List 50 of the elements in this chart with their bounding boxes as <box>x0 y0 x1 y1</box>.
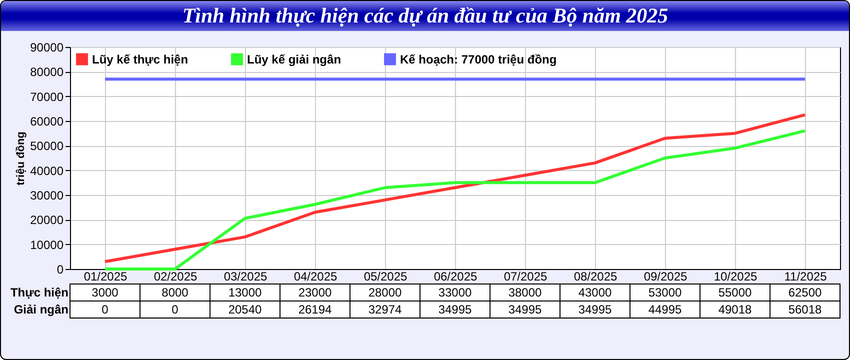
y-tick-label: 40000 <box>30 164 64 178</box>
data-label: 32974 <box>368 302 402 316</box>
x-tick-label: 05/2025 <box>364 270 408 284</box>
x-tick-label: 02/2025 <box>154 270 198 284</box>
y-tick-label: 70000 <box>30 90 64 104</box>
data-label: 13000 <box>228 286 262 300</box>
data-label: 34995 <box>508 302 542 316</box>
data-label: 28000 <box>368 286 402 300</box>
data-label: 56018 <box>788 302 822 316</box>
y-tick-label: 90000 <box>30 40 64 54</box>
x-tick-label: 09/2025 <box>644 270 688 284</box>
data-label: 38000 <box>508 286 542 300</box>
x-tick-label: 03/2025 <box>224 270 268 284</box>
data-label: 34995 <box>578 302 612 316</box>
data-label: 55000 <box>718 286 752 300</box>
x-tick-label: 10/2025 <box>714 270 758 284</box>
y-tick-label: 60000 <box>30 114 64 128</box>
data-label: 62500 <box>788 286 822 300</box>
data-label: 0 <box>172 302 179 316</box>
legend-label: Lũy kế thực hiện <box>92 52 188 66</box>
y-tick-label: 20000 <box>30 213 64 228</box>
y-axis-title: triệu đồng <box>15 132 28 186</box>
legend-label: Lũy kế giải ngân <box>247 52 342 66</box>
x-tick-label: 07/2025 <box>504 270 548 284</box>
y-tick-label: 10000 <box>30 238 64 252</box>
data-label: 43000 <box>578 286 612 300</box>
data-label: 20540 <box>228 302 262 316</box>
data-label: 23000 <box>298 286 332 300</box>
x-tick-label: 08/2025 <box>574 270 618 284</box>
legend-label: Kế hoạch: 77000 triệu đồng <box>400 52 557 66</box>
x-tick-label: 06/2025 <box>434 270 478 284</box>
y-tick-label: 80000 <box>30 65 64 80</box>
data-label: 49018 <box>718 302 752 316</box>
data-label: 3000 <box>92 286 119 300</box>
data-label: 34995 <box>438 302 472 316</box>
x-tick-label: 11/2025 <box>784 270 828 284</box>
y-tick-label: 30000 <box>30 188 64 202</box>
text: Giải ngân <box>14 302 68 316</box>
data-label: 53000 <box>648 286 682 300</box>
data-label: 33000 <box>438 286 472 300</box>
text: Thực hiện <box>10 286 68 300</box>
data-label: 44995 <box>648 302 682 316</box>
y-tick-label: 0 <box>56 262 64 276</box>
data-label: 26194 <box>298 302 332 316</box>
y-tick-label: 50000 <box>30 139 64 154</box>
data-label: 8000 <box>162 286 189 300</box>
x-tick-label: 04/2025 <box>294 270 338 284</box>
x-tick-label: 01/2025 <box>84 270 128 284</box>
data-label: 0 <box>102 302 109 316</box>
chart-title: Tình hình thực hiện các dự án đầu tư của Bộ năm 2025 <box>182 4 668 28</box>
